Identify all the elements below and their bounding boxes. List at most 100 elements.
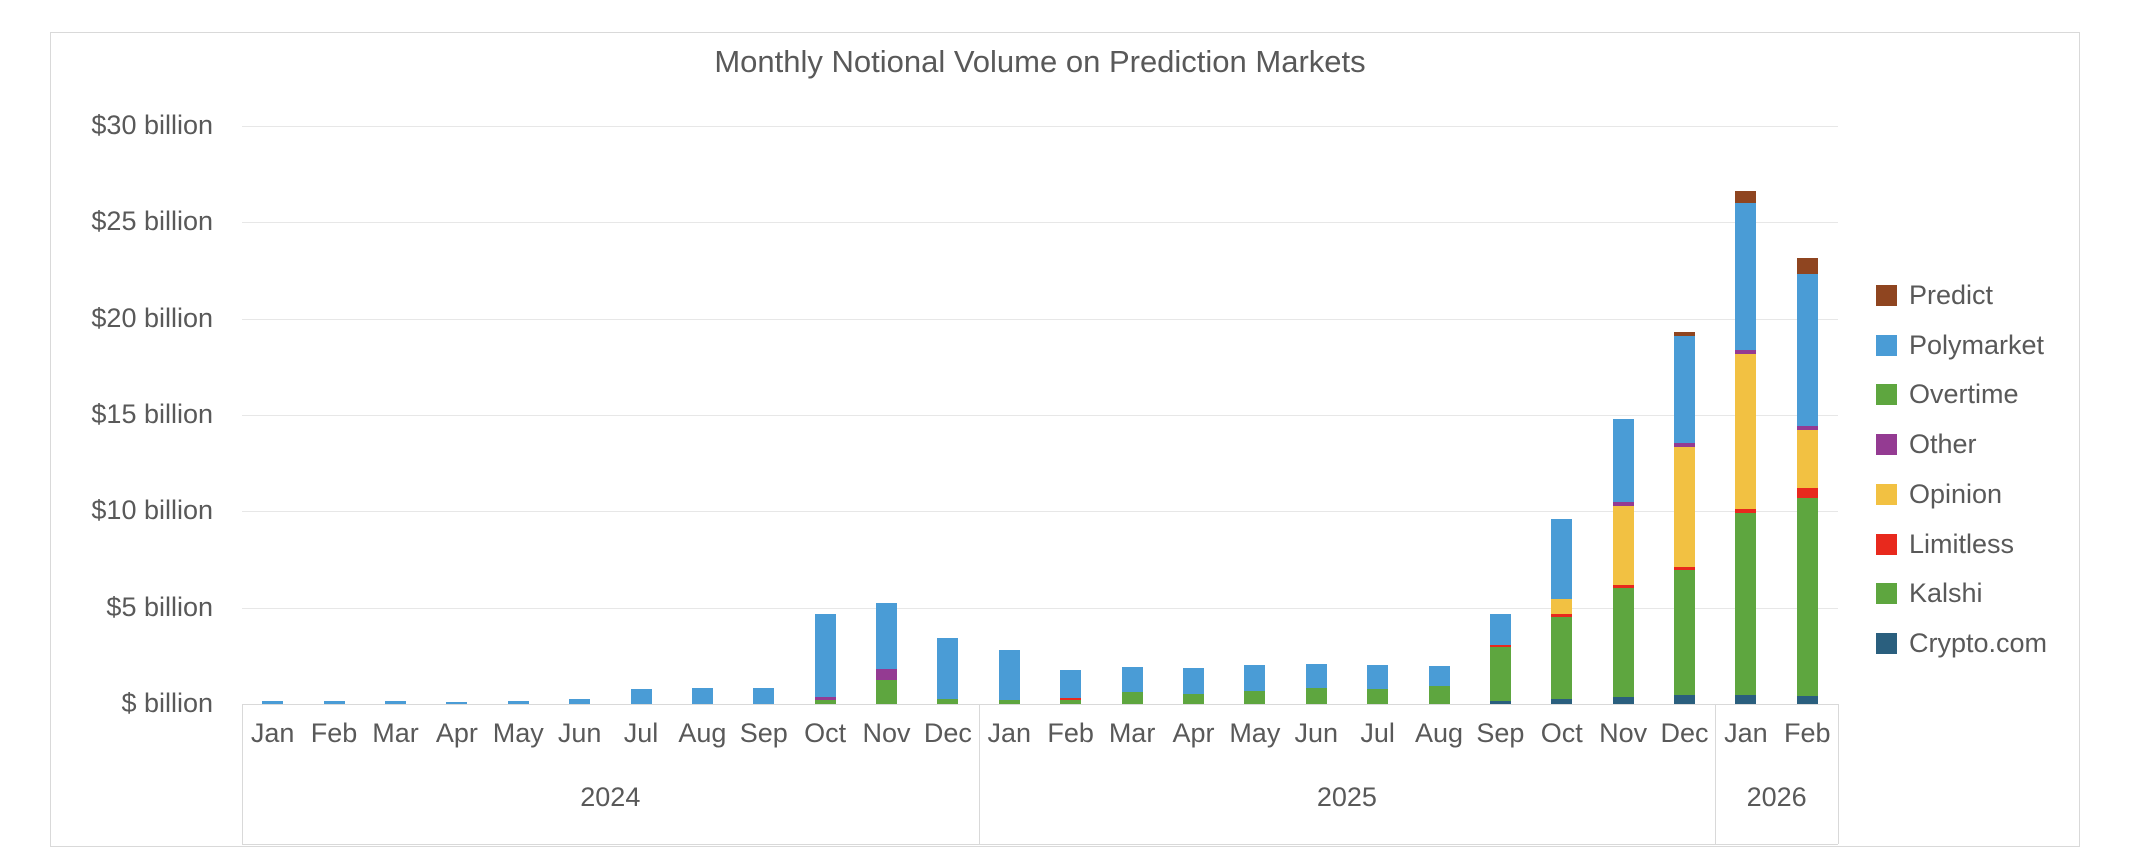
x-axis-month-label: Aug — [678, 718, 727, 748]
bar-segment — [876, 679, 898, 704]
bar-segment — [1612, 502, 1634, 507]
y-axis-tick-label: $20 billion — [91, 302, 213, 333]
legend-label: Predict — [1909, 280, 1994, 310]
y-axis-tick-label: $ billion — [121, 688, 213, 718]
bar-segment — [1551, 614, 1573, 617]
legend-swatch — [1876, 483, 1897, 505]
x-axis-month-label: Jul — [1360, 718, 1395, 748]
x-axis-year-label: 2026 — [1746, 782, 1807, 812]
bar-segment — [814, 614, 836, 698]
y-axis-tick-label: $10 billion — [91, 495, 213, 526]
gridline — [242, 511, 1838, 513]
x-axis-month-label: Jan — [1724, 718, 1768, 748]
x-axis-line — [242, 704, 1838, 705]
x-axis-month-label: Jul — [623, 718, 659, 748]
gridline — [242, 222, 1838, 224]
x-axis-month-label: Sep — [1476, 718, 1525, 748]
bar-segment — [1121, 692, 1143, 704]
legend-swatch — [1876, 384, 1897, 406]
bar-segment — [1612, 585, 1634, 588]
bar-segment — [1244, 665, 1266, 691]
bar-segment — [1060, 700, 1082, 704]
x-axis-month-label: Jan — [250, 718, 295, 748]
bar-segment — [1489, 645, 1511, 648]
chart-title: Monthly Notional Volume on Prediction Ma… — [714, 44, 1366, 79]
legend-item: Predict — [1876, 280, 1993, 311]
bar-segment — [1674, 695, 1696, 704]
x-axis-month-label: Feb — [1047, 718, 1094, 748]
year-separator — [1715, 704, 1717, 844]
axis-bottom-rule — [242, 844, 1838, 845]
bar-segment — [262, 701, 284, 704]
bar-segment — [1674, 335, 1696, 443]
x-axis-month-label: Jan — [987, 718, 1032, 748]
bar-segment — [1674, 567, 1696, 571]
x-axis-month-label: Feb — [1784, 718, 1831, 748]
x-axis-month-label: Nov — [862, 718, 911, 748]
bar-segment — [1674, 332, 1696, 336]
legend-item: Crypto.com — [1876, 628, 2047, 659]
x-axis-year-label: 2025 — [1316, 782, 1377, 812]
bar-segment — [814, 700, 836, 704]
bar-segment — [1674, 446, 1696, 568]
bar-segment — [1612, 696, 1634, 704]
x-axis-month-label: Mar — [1108, 718, 1156, 748]
bar-segment — [1428, 666, 1450, 686]
legend-swatch — [1876, 632, 1897, 654]
bar-segment — [1182, 694, 1204, 704]
y-axis-tick-label: $5 billion — [106, 591, 213, 622]
bar-segment — [753, 687, 775, 704]
bar-segment — [1182, 668, 1204, 695]
bar-segment — [1796, 258, 1818, 274]
year-separator — [242, 704, 243, 844]
legend-item: Kalshi — [1876, 578, 1983, 609]
bar-segment — [1367, 688, 1389, 704]
bar-segment — [1796, 273, 1818, 427]
gridline — [242, 125, 1838, 127]
bar-segment — [1305, 663, 1327, 688]
bar-segment — [876, 602, 898, 670]
gridline — [242, 414, 1838, 416]
bar-segment — [1121, 667, 1143, 693]
x-axis-month-label: Apr — [435, 718, 478, 748]
legend-item: Other — [1876, 429, 1977, 460]
bar-segment — [1060, 698, 1082, 701]
x-axis-month-label: Dec — [923, 718, 972, 748]
bar-segment — [1796, 497, 1818, 697]
x-axis-month-label: Nov — [1599, 718, 1648, 748]
x-axis-month-label: Jun — [1294, 718, 1338, 748]
x-axis-month-label: Sep — [739, 718, 788, 748]
bar-segment — [1551, 518, 1573, 599]
bar-segment — [569, 698, 591, 704]
bar-segment — [507, 701, 529, 704]
bar-segment — [1674, 442, 1696, 447]
year-separator — [978, 704, 980, 844]
x-axis-month-label: Aug — [1414, 718, 1463, 748]
bar-segment — [1796, 430, 1818, 489]
bar-segment — [1796, 488, 1818, 498]
x-axis-year-label: 2024 — [580, 782, 641, 812]
x-axis-month-label: Oct — [1540, 718, 1583, 748]
bar-segment — [937, 699, 959, 704]
bar-segment — [1305, 687, 1327, 704]
legend-item: Limitless — [1876, 529, 2014, 560]
bar-segment — [1612, 587, 1634, 697]
legend-label: Other — [1909, 429, 1977, 460]
legend-swatch — [1876, 583, 1897, 605]
bar-segment — [937, 637, 959, 700]
bar-segment — [1674, 570, 1696, 696]
legend-item: Overtime — [1876, 379, 2019, 410]
bar-segment — [1612, 506, 1634, 586]
x-axis-month-label: Dec — [1660, 718, 1709, 748]
gridline — [242, 607, 1838, 609]
y-axis-tick-label: $25 billion — [91, 206, 213, 237]
bar-segment — [998, 650, 1020, 701]
bar-segment — [1428, 685, 1450, 704]
bar-segment — [998, 700, 1020, 704]
legend-swatch — [1876, 334, 1897, 356]
legend-swatch — [1876, 434, 1897, 456]
gridline — [242, 318, 1838, 320]
bar-segment — [1796, 696, 1818, 704]
bar-segment — [1735, 695, 1757, 704]
